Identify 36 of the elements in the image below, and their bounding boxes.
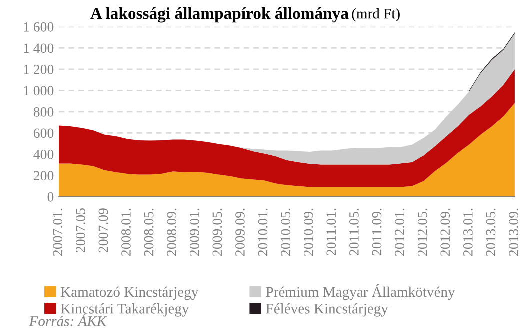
x-tick-label: 2010.09. xyxy=(304,208,314,256)
y-tick-label: 200 xyxy=(34,171,54,181)
legend-label: Féléves Kincstárjegy xyxy=(266,304,388,317)
y-tick-label: 1 000 xyxy=(24,86,54,96)
x-tick-label: 2008.05. xyxy=(144,208,154,256)
x-tick-label: 2012.05. xyxy=(418,208,428,256)
x-tick-label: 2011.05. xyxy=(350,208,359,256)
x-tick-label: 2010.01. xyxy=(258,208,268,256)
x-tick-label: 2012.09. xyxy=(440,208,450,256)
x-tick-label: 2010.05. xyxy=(281,208,291,256)
x-tick-label: 2008.09. xyxy=(167,208,177,256)
x-tick-label: 2013.01. xyxy=(463,208,473,256)
x-tick-label: 2007.05 xyxy=(76,208,86,253)
legend-label: Kamatozó Kincstárjegy xyxy=(60,286,199,300)
y-tick-label: 800 xyxy=(34,107,54,117)
y-tick-label: 600 xyxy=(34,128,54,138)
x-tick-label: 2009.01. xyxy=(190,208,200,256)
legend-label: Prémium Magyar Államkötvény xyxy=(266,284,456,300)
y-tick-label: 1 200 xyxy=(24,64,54,74)
x-tick-label: 2009.05. xyxy=(212,208,222,256)
x-tick-label: 2008.01. xyxy=(122,208,131,256)
x-tick-label: 2011.01. xyxy=(326,208,336,256)
x-tick-label: 2013.09. xyxy=(509,208,519,256)
x-tick-label: 2013.05. xyxy=(486,208,496,256)
y-tick-label: 1 600 xyxy=(24,22,54,32)
y-tick-label: 400 xyxy=(34,150,54,160)
chart-title: A lakossági állampapírok állománya xyxy=(90,7,349,23)
chart-subtitle: (mrd Ft) xyxy=(352,8,400,22)
x-tick-label: 2007.01. xyxy=(53,208,63,256)
y-tick-label: 1 400 xyxy=(24,44,54,54)
y-tick-label: 0 xyxy=(48,192,54,202)
text: Forrás: ÁKK xyxy=(29,314,108,326)
x-tick-label: 2009.09. xyxy=(236,208,245,256)
x-tick-label: 2011.09. xyxy=(372,208,382,256)
x-tick-label: 2007.09 xyxy=(98,208,108,253)
x-tick-label: 2012.01. xyxy=(395,208,405,256)
